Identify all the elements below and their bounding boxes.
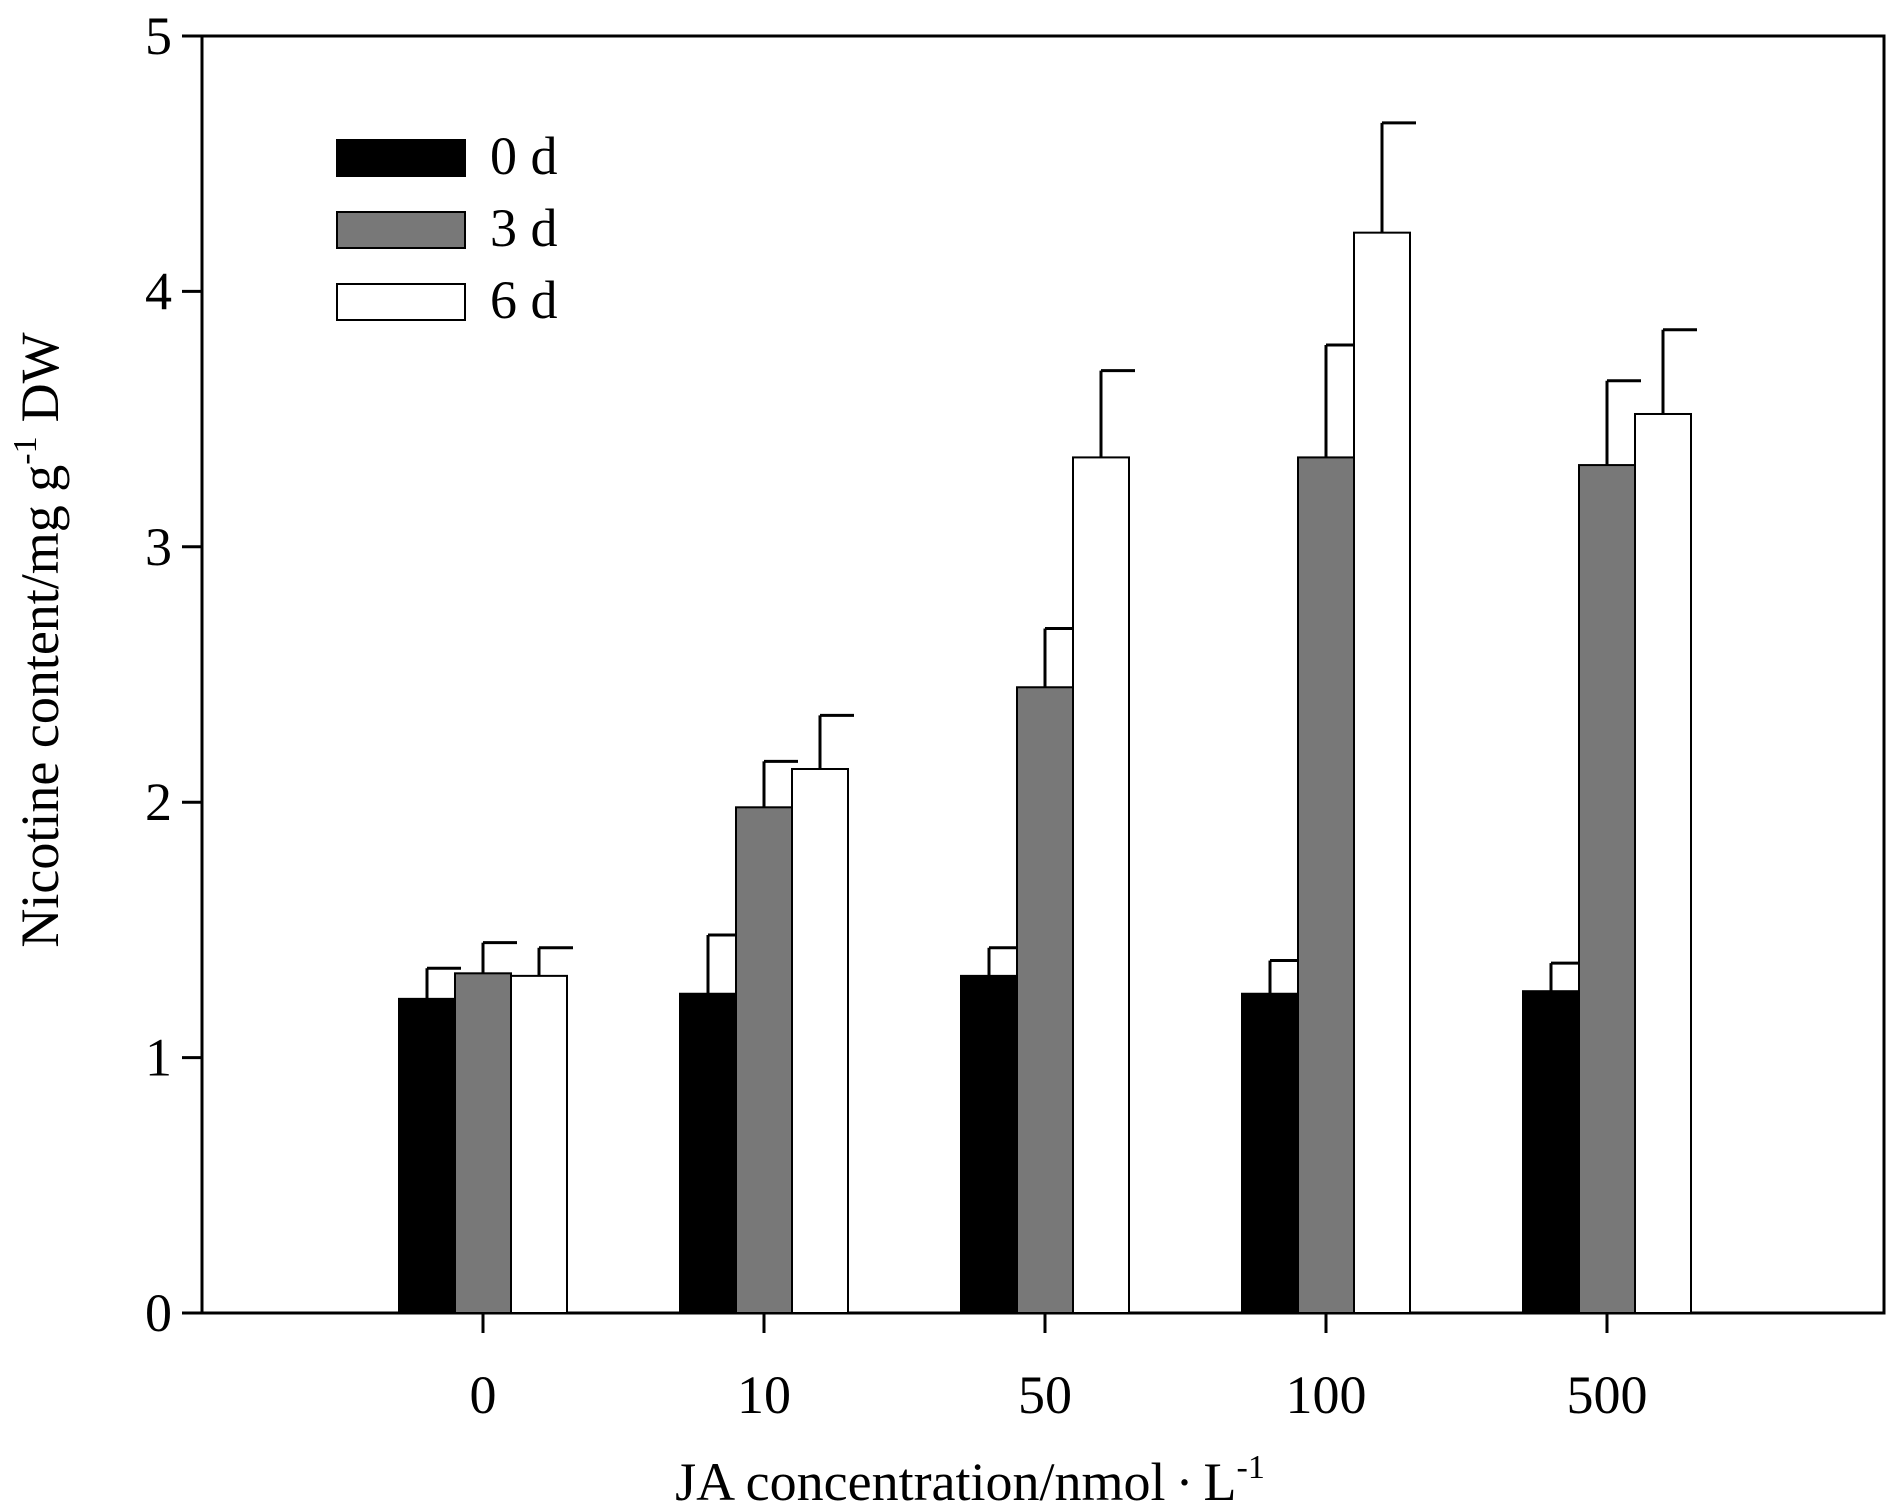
y-tick-label: 4 (145, 261, 172, 321)
bar (679, 992, 737, 1314)
x-axis-title-dot: · (1176, 1452, 1194, 1512)
bar (1297, 456, 1355, 1315)
x-axis-title-unit: L (1204, 1452, 1237, 1512)
x-axis-title-main: JA concentration/nmol (675, 1452, 1165, 1512)
x-tick-label: 500 (1567, 1365, 1648, 1425)
y-tick-label: 5 (145, 6, 172, 66)
bar (1241, 992, 1299, 1314)
bar (1072, 456, 1130, 1315)
bar (1634, 412, 1692, 1314)
y-axis: 0 1 2 3 4 5 (145, 6, 202, 1343)
legend: 0 d 3 d 6 d (336, 126, 558, 330)
legend-swatch (336, 139, 466, 177)
y-tick-label: 2 (145, 772, 172, 832)
x-axis: 0 10 50 100 500 (470, 1313, 1648, 1425)
y-axis-title-main: Nicotine content/mg g (10, 465, 70, 948)
x-tick-label: 100 (1286, 1365, 1367, 1425)
x-axis-title: JA concentration/nmol · L-1 (675, 1449, 1265, 1512)
legend-swatch (336, 283, 466, 321)
bar (454, 972, 512, 1314)
y-tick-label: 3 (145, 517, 172, 577)
x-tick-label: 10 (737, 1365, 791, 1425)
x-axis-title-exponent: -1 (1237, 1449, 1265, 1486)
legend-label: 0 d (490, 126, 558, 186)
y-axis-title-exponent: -1 (7, 436, 44, 464)
legend-swatch (336, 211, 466, 249)
bar (1353, 231, 1411, 1315)
x-tick-label: 0 (470, 1365, 497, 1425)
bar (735, 806, 793, 1314)
x-tick-label: 50 (1018, 1365, 1072, 1425)
y-tick-label: 1 (145, 1028, 172, 1088)
bar (1578, 464, 1636, 1314)
legend-label: 3 d (490, 198, 558, 258)
bar (960, 974, 1018, 1314)
bar (1016, 686, 1074, 1314)
legend-label: 6 d (490, 270, 558, 330)
bar (1522, 990, 1580, 1314)
y-axis-title: Nicotine content/mg g-1 DW (7, 332, 70, 947)
bar (510, 974, 568, 1314)
y-tick-label: 0 (145, 1283, 172, 1343)
bar (398, 997, 456, 1314)
y-axis-title-suffix: DW (10, 332, 70, 422)
bar-series-group (398, 121, 1697, 1315)
bar (791, 767, 849, 1314)
